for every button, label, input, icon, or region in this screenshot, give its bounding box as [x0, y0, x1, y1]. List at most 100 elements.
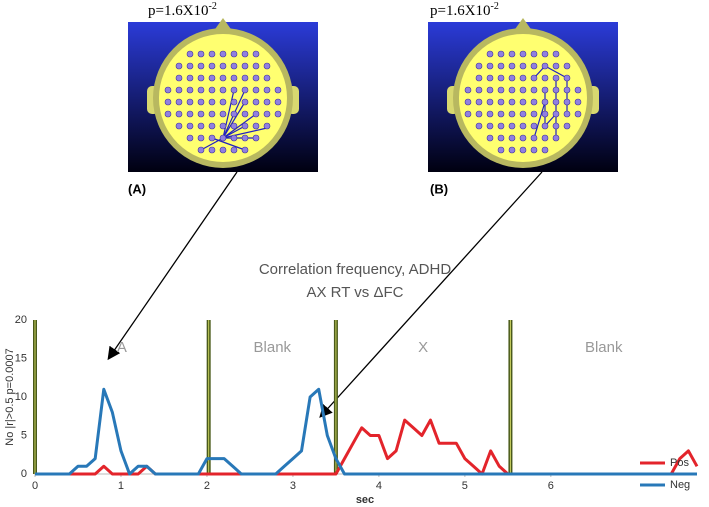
- electrode: [563, 74, 571, 82]
- electrode: [486, 134, 494, 142]
- electrode: [497, 86, 505, 94]
- electrode: [230, 122, 238, 130]
- electrode: [530, 110, 538, 118]
- electrode: [219, 134, 227, 142]
- electrode: [497, 134, 505, 142]
- panel-label: (A): [128, 181, 146, 196]
- electrode: [508, 146, 516, 154]
- electrode: [563, 86, 571, 94]
- electrode: [241, 74, 249, 82]
- electrode: [208, 74, 216, 82]
- electrode: [230, 86, 238, 94]
- electrode: [508, 110, 516, 118]
- phase-label: Blank: [254, 339, 292, 356]
- electrode: [197, 122, 205, 130]
- electrode: [208, 50, 216, 58]
- electrode: [475, 74, 483, 82]
- legend-label: Neg: [670, 479, 690, 491]
- electrode: [241, 110, 249, 118]
- electrode: [508, 98, 516, 106]
- electrode: [508, 134, 516, 142]
- electrode: [230, 74, 238, 82]
- electrode: [252, 50, 260, 58]
- electrode: [197, 110, 205, 118]
- electrode: [197, 50, 205, 58]
- electrode: [263, 122, 271, 130]
- electrode: [175, 110, 183, 118]
- chart-title: Correlation frequency, ADHD: [259, 261, 451, 278]
- electrode: [497, 110, 505, 118]
- electrode: [486, 50, 494, 58]
- electrode: [252, 86, 260, 94]
- electrode: [197, 74, 205, 82]
- electrode: [486, 86, 494, 94]
- electrode: [552, 62, 560, 70]
- electrode: [519, 122, 527, 130]
- electrode: [230, 50, 238, 58]
- electrode: [252, 74, 260, 82]
- electrode: [230, 146, 238, 154]
- electrode: [519, 134, 527, 142]
- electrode: [563, 98, 571, 106]
- electrode: [508, 74, 516, 82]
- electrode: [219, 110, 227, 118]
- panel-label: (B): [430, 181, 448, 196]
- electrode: [530, 122, 538, 130]
- electrode: [175, 98, 183, 106]
- electrode: [574, 110, 582, 118]
- electrode: [552, 50, 560, 58]
- electrode: [175, 74, 183, 82]
- electrode: [508, 62, 516, 70]
- electrode: [519, 50, 527, 58]
- electrode: [563, 62, 571, 70]
- electrode: [552, 98, 560, 106]
- p-exponent: -2: [491, 1, 499, 12]
- electrode: [186, 50, 194, 58]
- electrode: [263, 62, 271, 70]
- electrode: [497, 122, 505, 130]
- electrode: [219, 122, 227, 130]
- electrode: [186, 122, 194, 130]
- x-tick-label: 5: [462, 480, 468, 492]
- electrode: [197, 62, 205, 70]
- electrode: [164, 110, 172, 118]
- x-tick-label: 4: [376, 480, 382, 492]
- electrode: [475, 122, 483, 130]
- electrode: [563, 122, 571, 130]
- electrode: [486, 98, 494, 106]
- electrode: [508, 122, 516, 130]
- electrode: [475, 62, 483, 70]
- connection: [533, 101, 546, 139]
- p-text: p=1.6X10: [148, 3, 209, 19]
- x-tick-label: 3: [290, 480, 296, 492]
- electrode: [219, 98, 227, 106]
- y-tick-label: 10: [15, 391, 27, 403]
- electrode: [186, 74, 194, 82]
- electrode: [186, 62, 194, 70]
- arrow: [319, 171, 543, 418]
- electrode: [475, 98, 483, 106]
- y-tick-label: 5: [21, 429, 27, 441]
- y-tick-label: 0: [21, 468, 27, 480]
- electrode: [252, 62, 260, 70]
- electrode: [541, 110, 549, 118]
- electrode: [464, 98, 472, 106]
- electrode: [175, 122, 183, 130]
- electrode: [475, 110, 483, 118]
- electrode: [263, 98, 271, 106]
- electrode: [552, 122, 560, 130]
- electrode: [530, 98, 538, 106]
- electrode: [541, 62, 549, 70]
- electrode: [175, 62, 183, 70]
- electrode: [530, 146, 538, 154]
- connection: [222, 89, 235, 139]
- electrode: [274, 110, 282, 118]
- electrode: [252, 110, 260, 118]
- electrode: [274, 98, 282, 106]
- chart-title: AX RT vs ΔFC: [307, 284, 404, 301]
- electrode: [252, 122, 260, 130]
- electrode: [519, 110, 527, 118]
- electrode: [219, 50, 227, 58]
- phase-label: A: [117, 339, 127, 356]
- electrode: [208, 86, 216, 94]
